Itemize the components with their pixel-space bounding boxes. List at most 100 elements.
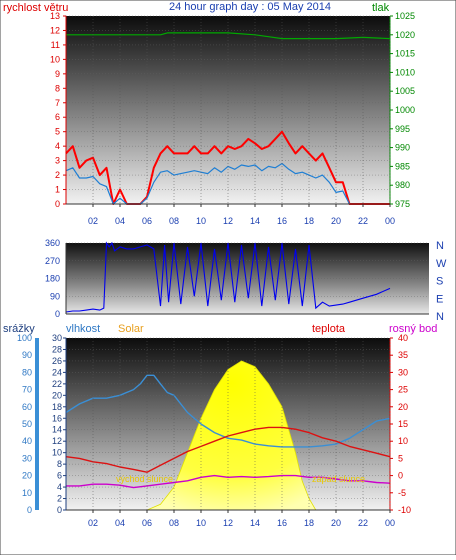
humidity-tick-label: 18 [52,402,62,412]
series-line-nárazy-větru [65,130,390,205]
direction-tick-label: 360 [45,238,60,248]
pressure-axis-label: tlak [372,2,390,14]
wind-speed-tick-label: 9 [55,69,60,79]
pressure-tick-label: 980 [395,180,410,190]
temperature-tick-label: 25 [398,385,408,395]
x-tick-label: 04 [115,518,125,528]
pressure-tick-label: 1020 [395,30,415,40]
wind-speed-tick-label: 13 [50,11,60,21]
compass-label: S [436,276,443,288]
pressure-tick-label: 1025 [395,11,415,21]
pressure-tick-label: 1005 [395,86,415,96]
humidity-tick-label: 8 [57,459,62,469]
x-tick-label: 18 [304,216,314,226]
direction-tick-label: 270 [45,256,60,266]
precipitation-label: srážky [3,323,35,335]
precipitation-tick-label: 80 [22,367,32,377]
precipitation-scale-bar [35,338,39,510]
x-tick-label: 08 [169,216,179,226]
sunset-annotation: západ slunce [312,474,365,484]
humidity-tick-label: 16 [52,413,62,423]
temperature-tick-label: 5 [398,453,403,463]
wind-speed-tick-label: 10 [50,54,60,64]
x-tick-label: 00 [385,216,395,226]
pressure-tick-label: 1010 [395,67,415,77]
temperature-tick-label: 20 [398,402,408,412]
humidity-tick-label: 6 [57,471,62,481]
pressure-tick-label: 990 [395,143,410,153]
wind-speed-tick-label: 7 [55,98,60,108]
x-tick-label: 16 [277,518,287,528]
wind-speed-tick-label: 6 [55,112,60,122]
precipitation-tick-label: 40 [22,436,32,446]
wind-speed-tick-label: 4 [55,141,60,151]
wind-speed-tick-label: 5 [55,127,60,137]
x-tick-label: 22 [358,518,368,528]
temperature-tick-label: 40 [398,333,408,343]
x-tick-label: 22 [358,216,368,226]
x-tick-label: 02 [88,518,98,528]
x-tick-label: 16 [277,216,287,226]
chart-title: 24 hour graph day : 05 May 2014 [169,1,331,13]
series-line-wind-direction [65,241,391,313]
direction-tick-label: 0 [55,309,60,319]
wind-speed-tick-label: 3 [55,156,60,166]
x-tick-label: 14 [250,216,260,226]
x-tick-label: 12 [223,216,233,226]
humidity-tick-label: 12 [52,436,62,446]
compass-label: N [436,311,444,323]
precipitation-tick-label: 0 [27,505,32,515]
wind-speed-tick-label: 2 [55,170,60,180]
pressure-tick-label: 985 [395,161,410,171]
x-tick-label: 10 [196,216,206,226]
humidity-tick-label: 4 [57,482,62,492]
compass-label: N [436,240,444,252]
wind-speed-axis-label: rychlost větru [3,2,68,14]
solar-label: Solar [118,323,144,335]
x-tick-label: 08 [169,518,179,528]
dew-point-label: rosný bod [389,323,437,335]
x-tick-label: 06 [142,216,152,226]
pressure-tick-label: 995 [395,124,410,134]
compass-label: W [436,258,447,270]
wind-speed-tick-label: 1 [55,185,60,195]
x-tick-label: 06 [142,518,152,528]
wind-speed-tick-label: 12 [50,25,60,35]
precipitation-tick-label: 50 [22,419,32,429]
series-line-vlhkost [65,374,391,448]
precipitation-tick-label: 100 [17,333,32,343]
humidity-tick-label: 24 [52,367,62,377]
temperature-tick-label: -10 [398,505,411,515]
pressure-tick-label: 1015 [395,49,415,59]
wind-speed-tick-label: 11 [51,40,60,50]
humidity-tick-label: 22 [52,379,62,389]
humidity-tick-label: 10 [52,448,62,458]
humidity-tick-label: 0 [57,505,62,515]
humidity-tick-label: 2 [57,494,62,504]
humidity-tick-label: 28 [52,344,62,354]
precipitation-tick-label: 60 [22,402,32,412]
direction-tick-label: 90 [50,291,60,301]
wind-speed-tick-label: 0 [55,199,60,209]
pressure-tick-label: 975 [395,199,410,209]
precipitation-tick-label: 70 [22,385,32,395]
temperature-label: teplota [312,323,346,335]
direction-tick-label: 180 [45,274,60,284]
humidity-tick-label: 14 [52,425,62,435]
x-tick-label: 10 [196,518,206,528]
precipitation-tick-label: 90 [22,350,32,360]
pressure-tick-label: 1000 [395,105,415,115]
temperature-tick-label: 15 [398,419,408,429]
wind-speed-tick-label: 8 [55,83,60,93]
humidity-tick-label: 20 [52,390,62,400]
precipitation-tick-label: 30 [22,453,32,463]
humidity-tick-label: 26 [52,356,62,366]
x-tick-label: 12 [223,518,233,528]
x-tick-label: 14 [250,518,260,528]
temperature-tick-label: -5 [398,488,406,498]
temperature-tick-label: 0 [398,471,403,481]
precipitation-tick-label: 20 [22,471,32,481]
humidity-label: vlhkost [66,323,100,335]
